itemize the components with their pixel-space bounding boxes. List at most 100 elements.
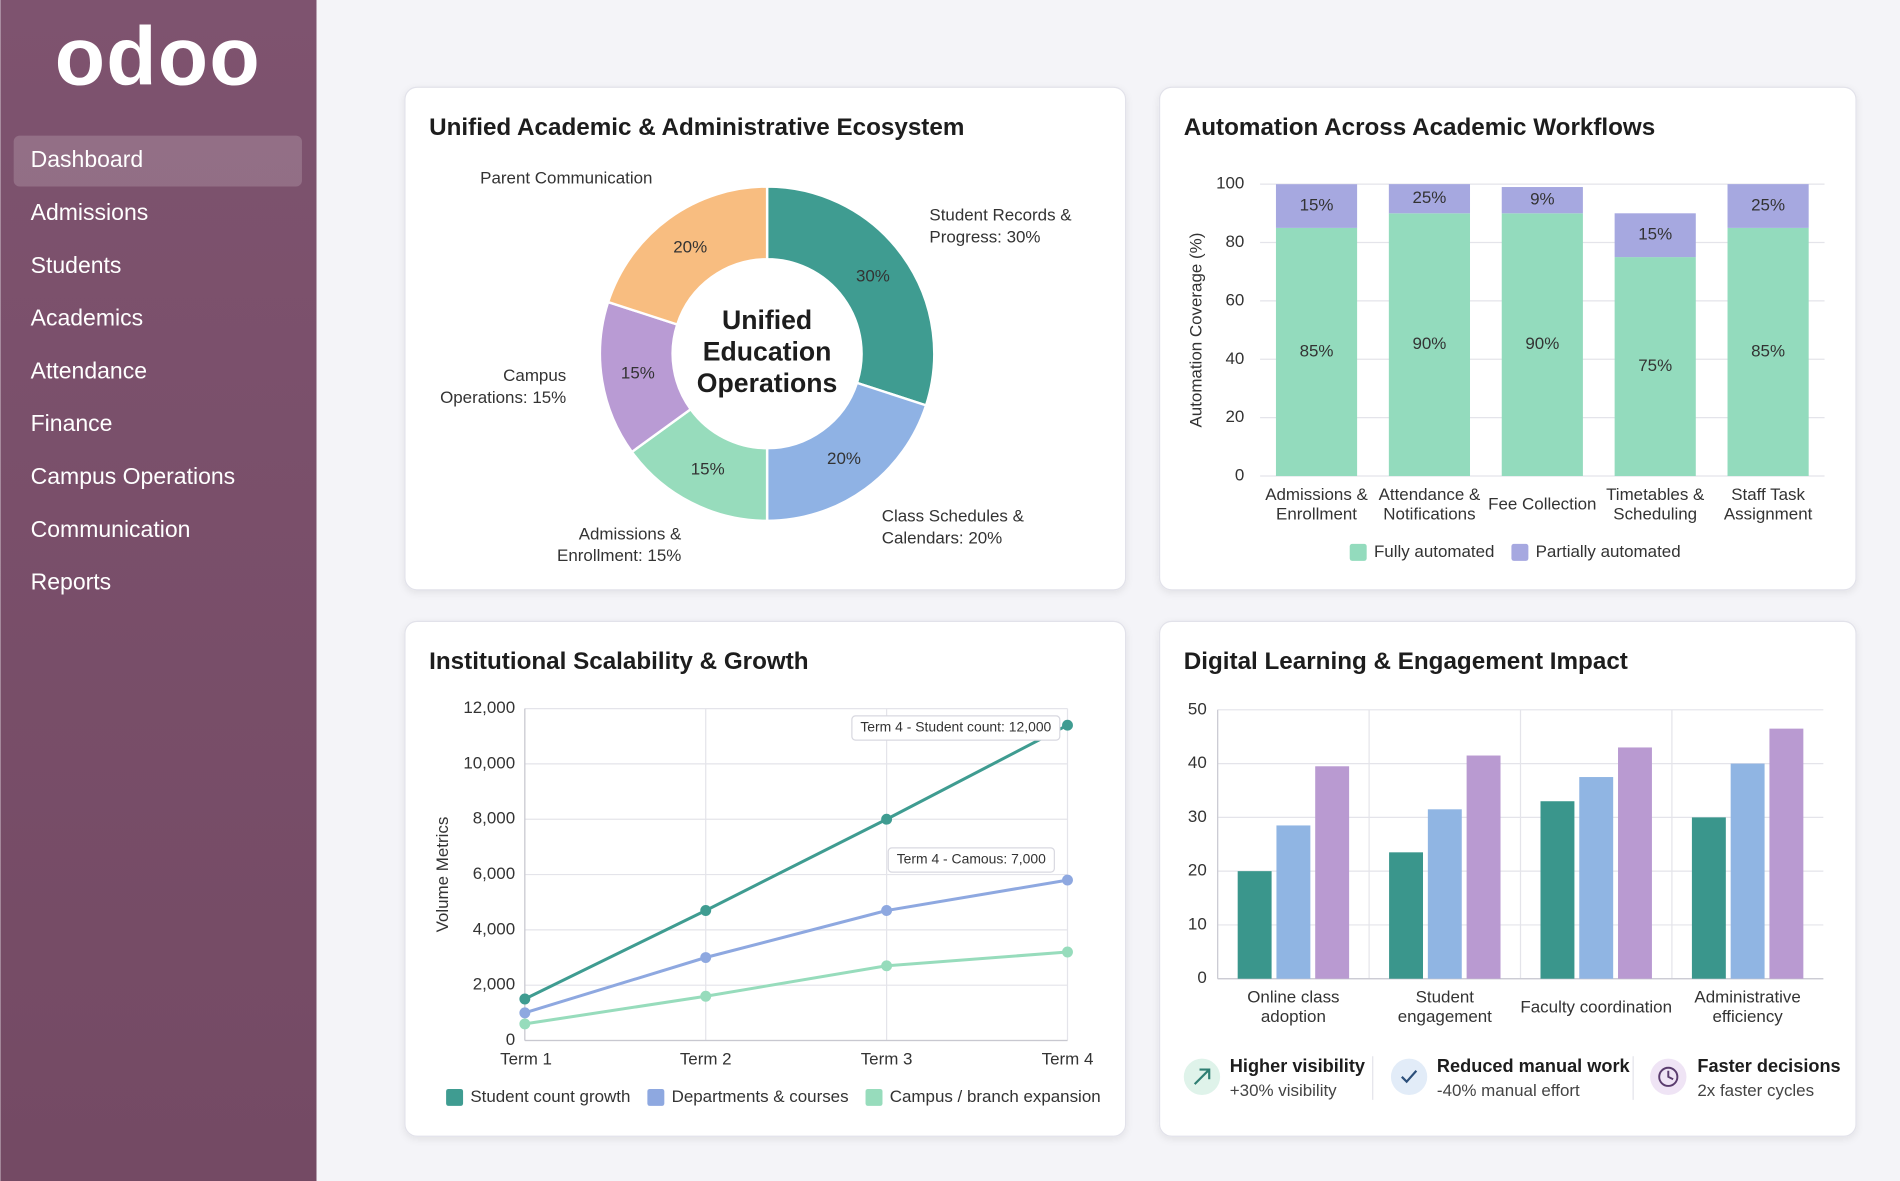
bar-value: 15% bbox=[1300, 195, 1334, 214]
y-tick-label: 10 bbox=[1188, 914, 1207, 933]
bar-value: 75% bbox=[1638, 356, 1672, 375]
label: Online class bbox=[1247, 988, 1339, 1007]
y-tick-label: 40 bbox=[1188, 753, 1207, 772]
kpi-title: Faster decisions bbox=[1697, 1056, 1840, 1076]
label: Unified bbox=[722, 305, 812, 335]
y-axis-label: Automation Coverage (%) bbox=[1187, 233, 1206, 428]
label: efficiency bbox=[1712, 1007, 1783, 1026]
y-axis-label: Volume Metrics bbox=[433, 817, 452, 933]
bar-segment bbox=[1501, 213, 1583, 477]
card-title: Automation Across Academic Workflows bbox=[1184, 114, 1655, 141]
slice bbox=[606, 185, 769, 327]
annotation-box bbox=[887, 847, 1055, 873]
x-tick-label: Term 2 bbox=[680, 1049, 732, 1068]
card-title: Institutional Scalability & Growth bbox=[429, 648, 808, 675]
nav-item[interactable]: Academics bbox=[31, 305, 143, 331]
kpi-subtitle: +30% visibility bbox=[1230, 1081, 1337, 1100]
label: Scheduling bbox=[1613, 504, 1697, 523]
bar-value: 25% bbox=[1751, 195, 1785, 214]
bar bbox=[1579, 777, 1614, 979]
y-tick-label: 2,000 bbox=[473, 975, 515, 994]
y-tick-label: 20 bbox=[1188, 861, 1207, 880]
slice-value: 15% bbox=[691, 460, 725, 479]
bar-value: 90% bbox=[1412, 334, 1446, 353]
label: Campus bbox=[503, 366, 566, 385]
y-tick-label: 8,000 bbox=[473, 809, 515, 828]
label: Assignment bbox=[1724, 504, 1813, 523]
nav-item[interactable]: Admissions bbox=[31, 199, 149, 225]
y-tick-label: 12,000 bbox=[463, 698, 515, 717]
point bbox=[519, 1007, 531, 1019]
bar-value: 85% bbox=[1300, 341, 1334, 360]
label: Student bbox=[1416, 988, 1475, 1007]
nav-item[interactable]: Reports bbox=[31, 569, 112, 595]
point bbox=[881, 960, 893, 972]
label: Education bbox=[703, 337, 832, 367]
nav-item[interactable]: Dashboard bbox=[31, 146, 144, 172]
legend-swatch bbox=[1349, 543, 1367, 561]
label: Class Schedules & bbox=[882, 507, 1025, 526]
bar-segment bbox=[1614, 213, 1696, 258]
bar bbox=[1618, 747, 1652, 979]
slice bbox=[765, 185, 936, 407]
bar bbox=[1769, 728, 1804, 979]
slice-value: 20% bbox=[827, 449, 861, 468]
x-tick-label: Term 3 bbox=[861, 1049, 913, 1068]
label: Admissions & bbox=[579, 524, 682, 543]
legend-swatch bbox=[865, 1088, 883, 1106]
label: Enrollment bbox=[1276, 504, 1357, 523]
y-tick-label: 80 bbox=[1225, 232, 1244, 251]
label: Operations: 15% bbox=[440, 388, 566, 407]
legend-label: Partially automated bbox=[1536, 542, 1681, 561]
bar-segment bbox=[1614, 257, 1696, 477]
label: Calendars: 20% bbox=[882, 529, 1003, 548]
slice bbox=[765, 381, 928, 523]
bar-segment bbox=[1275, 227, 1358, 477]
label: Fee Collection bbox=[1488, 495, 1596, 514]
nav-item[interactable]: Students bbox=[31, 252, 122, 278]
bar-segment bbox=[1275, 184, 1358, 228]
bar-value: 25% bbox=[1412, 188, 1446, 207]
sidebar bbox=[0, 0, 317, 1181]
nav-item[interactable]: Attendance bbox=[31, 357, 147, 383]
bar-value: 9% bbox=[1530, 190, 1554, 209]
label: Progress: 30% bbox=[929, 227, 1040, 246]
label: Faculty coordination bbox=[1520, 997, 1672, 1016]
slice-value: 20% bbox=[673, 237, 707, 256]
bar-segment bbox=[1388, 213, 1471, 477]
bar bbox=[1315, 766, 1350, 979]
card bbox=[1158, 620, 1857, 1137]
legend-label: Student count growth bbox=[470, 1087, 630, 1106]
nav-item[interactable]: Campus Operations bbox=[31, 463, 236, 489]
label: Staff Task bbox=[1731, 485, 1805, 504]
point bbox=[1062, 874, 1073, 886]
annotation: Term 4 - Camous: 7,000 bbox=[897, 851, 1046, 867]
label: Student Records & bbox=[929, 206, 1072, 225]
line bbox=[524, 878, 1068, 1015]
clock-icon bbox=[1658, 1066, 1679, 1087]
label: adoption bbox=[1261, 1007, 1326, 1026]
legend-label: Fully automated bbox=[1374, 542, 1495, 561]
annotation: Term 4 - Student count: 12,000 bbox=[860, 719, 1051, 735]
kpi-subtitle: 2x faster cycles bbox=[1697, 1081, 1814, 1100]
label: Admissions & bbox=[1265, 485, 1368, 504]
label: Parent Communication bbox=[480, 169, 652, 188]
nav-item[interactable]: Finance bbox=[31, 410, 113, 436]
legend-swatch bbox=[1511, 543, 1529, 561]
bar-segment bbox=[1727, 184, 1809, 228]
icon-bg bbox=[1390, 1058, 1428, 1095]
label: Attendance & bbox=[1379, 485, 1481, 504]
point bbox=[881, 813, 893, 825]
point bbox=[519, 1018, 531, 1030]
bar bbox=[1237, 871, 1272, 979]
y-tick-label: 100 bbox=[1216, 174, 1244, 193]
bar-segment bbox=[1727, 227, 1809, 477]
bar bbox=[1540, 801, 1575, 979]
point bbox=[700, 905, 712, 916]
bar bbox=[1691, 817, 1726, 979]
slice-value: 15% bbox=[621, 364, 655, 383]
label: Enrollment: 15% bbox=[557, 546, 681, 565]
kpi-title: Reduced manual work bbox=[1437, 1056, 1631, 1076]
nav-item[interactable]: Communication bbox=[31, 516, 191, 542]
x-tick-label: Term 4 bbox=[1042, 1049, 1094, 1068]
